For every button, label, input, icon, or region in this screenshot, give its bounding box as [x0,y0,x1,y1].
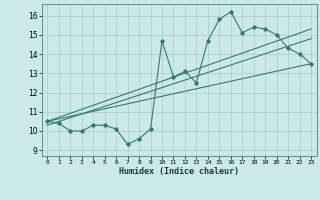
X-axis label: Humidex (Indice chaleur): Humidex (Indice chaleur) [119,167,239,176]
